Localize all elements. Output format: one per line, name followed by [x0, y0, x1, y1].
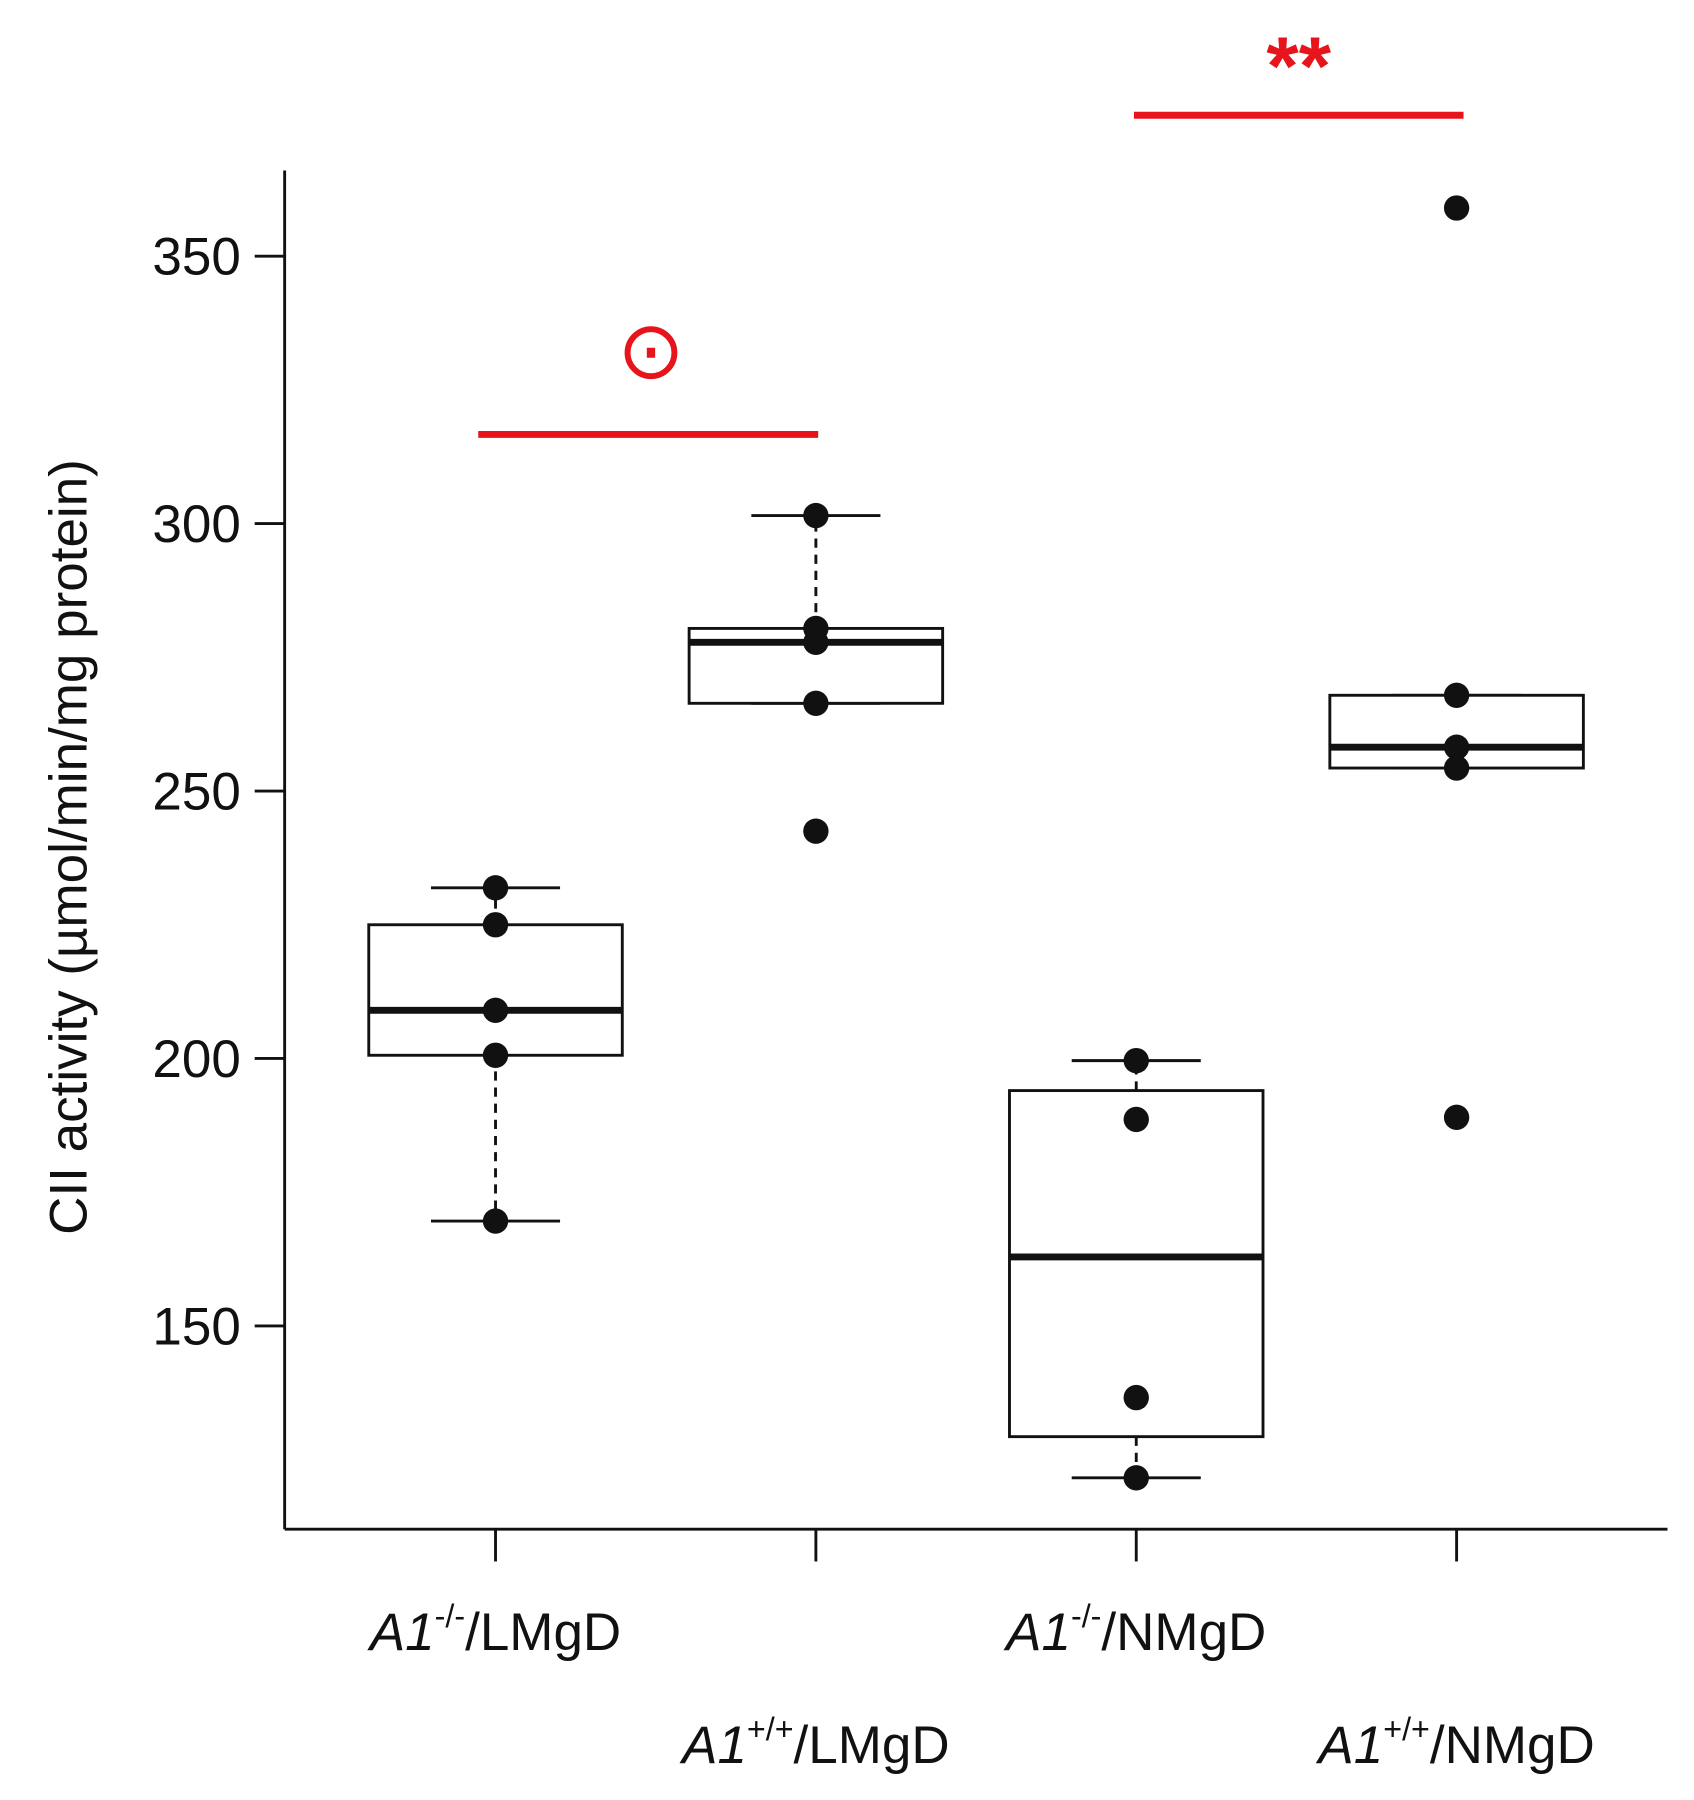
box	[367, 923, 624, 1057]
y-tick-label: 300	[152, 495, 240, 554]
data-point	[803, 690, 829, 716]
diet: /NMgD	[1101, 1603, 1266, 1662]
y-axis-label: CII activity (µmol/min/mg protein)	[39, 459, 98, 1235]
genotype: +/+	[747, 1711, 794, 1747]
x-tick-label: A1+/+/NMgD	[1315, 1711, 1594, 1775]
significance-label: ⊙	[617, 306, 685, 396]
y-tick-label: 150	[152, 1297, 240, 1356]
data-point	[1123, 1047, 1149, 1074]
diet: /NMgD	[1430, 1716, 1595, 1775]
data-point	[482, 875, 509, 901]
data-point	[1123, 1465, 1149, 1491]
data-point	[1443, 1104, 1470, 1130]
y-tick-label: 350	[152, 228, 240, 287]
diet: /LMgD	[465, 1603, 621, 1662]
gene: A1	[1003, 1603, 1071, 1662]
data-point	[803, 818, 829, 844]
data-point	[1123, 1106, 1149, 1133]
y-tick-label: 250	[152, 762, 240, 821]
data-point	[803, 629, 829, 656]
data-point	[482, 1042, 509, 1068]
box	[1008, 1089, 1265, 1439]
genotype: -/-	[435, 1598, 465, 1634]
data-point	[1123, 1384, 1149, 1411]
significance-label: **	[1266, 19, 1331, 112]
x-tick-label: A1-/-/LMgD	[367, 1598, 621, 1662]
gene: A1	[367, 1603, 435, 1662]
data-point	[803, 502, 829, 529]
data-point	[482, 997, 509, 1024]
data-point	[1443, 734, 1470, 760]
x-tick-label: A1+/+/LMgD	[679, 1711, 950, 1775]
gene: A1	[679, 1716, 747, 1775]
data-point	[482, 912, 509, 938]
data-point	[482, 1208, 509, 1234]
genotype: -/-	[1071, 1598, 1101, 1634]
gene: A1	[1315, 1716, 1383, 1775]
data-point	[1443, 195, 1470, 221]
data-point	[1443, 755, 1470, 781]
x-tick-label: A1-/-/NMgD	[1003, 1598, 1266, 1662]
genotype: +/+	[1383, 1711, 1430, 1747]
diet: /LMgD	[794, 1716, 950, 1775]
y-tick-label: 200	[152, 1030, 240, 1089]
data-point	[1443, 682, 1470, 708]
